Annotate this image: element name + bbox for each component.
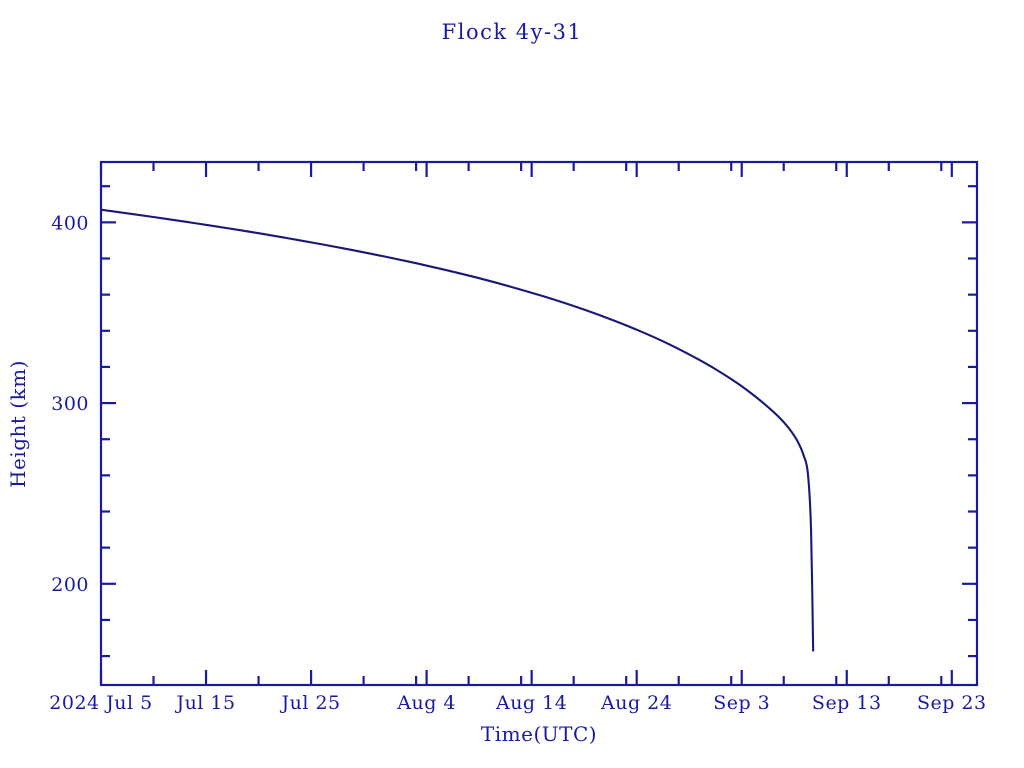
y-tick-label: 400 bbox=[51, 212, 89, 234]
x-tick-label: Jul 15 bbox=[174, 692, 235, 714]
x-axis-title: Time(UTC) bbox=[481, 722, 597, 746]
x-tick-label: Sep 13 bbox=[812, 692, 882, 714]
x-tick-label: Jul 25 bbox=[279, 692, 340, 714]
x-tick-label: Sep 23 bbox=[917, 692, 987, 714]
x-tick-label: Sep 3 bbox=[713, 692, 770, 714]
y-axis-title: Height (km) bbox=[6, 360, 30, 488]
plot-frame bbox=[99, 160, 979, 687]
y-axis-ticks bbox=[101, 185, 977, 658]
x-tick-label: Aug 24 bbox=[600, 692, 672, 714]
x-tick-label: Aug 14 bbox=[495, 692, 567, 714]
chart-title: Flock 4y-31 bbox=[442, 20, 583, 44]
y-tick-label: 300 bbox=[51, 393, 89, 415]
x-tick-label: Aug 4 bbox=[396, 692, 456, 714]
y-tick-label: 200 bbox=[51, 574, 89, 596]
x-tick-label: 2024 Jul 5 bbox=[49, 692, 152, 714]
x-axis-tick-labels: 2024 Jul 5 Jul 15 Jul 25 Aug 4 Aug 14 Aug 24 S… bbox=[49, 692, 986, 714]
height-decay-curve bbox=[99, 208, 815, 652]
x-axis-ticks bbox=[99, 162, 953, 685]
y-axis-tick-labels: 400 300 200 bbox=[51, 212, 89, 596]
